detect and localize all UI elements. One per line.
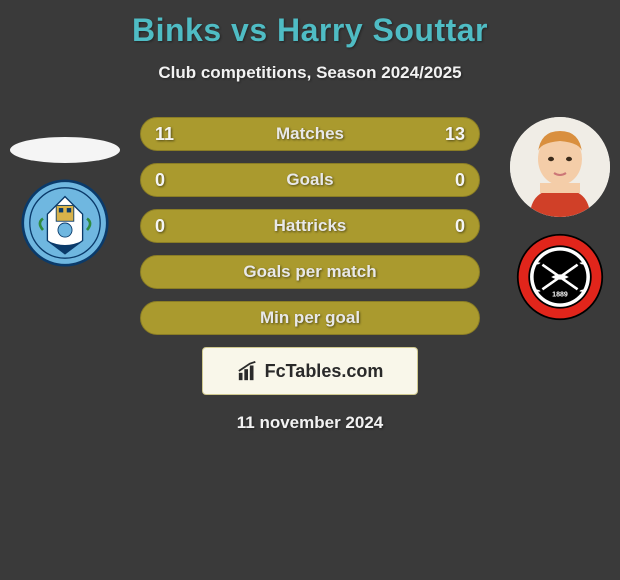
club-badge-left [21,179,109,267]
stat-label: Hattricks [141,216,479,236]
branding-text: FcTables.com [265,361,384,382]
stat-row-hattricks: 0 Hattricks 0 [140,209,480,243]
branding-box: FcTables.com [202,347,418,395]
coventry-badge-icon [21,179,109,267]
person-icon [510,117,610,217]
club-badge-right: 1889 [516,233,604,321]
stat-label: Goals per match [141,262,479,282]
sheffield-united-badge-icon: 1889 [516,233,604,321]
svg-text:1889: 1889 [552,291,568,298]
player-left-avatar [10,137,120,163]
stat-label: Matches [141,124,479,144]
player-right-column: 1889 [510,117,610,321]
stat-row-matches: 11 Matches 13 [140,117,480,151]
stat-label: Min per goal [141,308,479,328]
page-title: Binks vs Harry Souttar [0,0,620,49]
stat-label: Goals [141,170,479,190]
player-left-column [10,117,120,267]
comparison-panel: 1889 11 Matches 13 0 Goals 0 0 Hattricks… [0,117,620,433]
subtitle: Club competitions, Season 2024/2025 [0,63,620,83]
chart-icon [237,360,259,382]
stat-row-min-per-goal: Min per goal [140,301,480,335]
stat-row-goals-per-match: Goals per match [140,255,480,289]
date-text: 11 november 2024 [0,413,620,433]
stat-row-goals: 0 Goals 0 [140,163,480,197]
stat-rows: 11 Matches 13 0 Goals 0 0 Hattricks 0 Go… [140,117,480,335]
player-right-avatar [510,117,610,217]
